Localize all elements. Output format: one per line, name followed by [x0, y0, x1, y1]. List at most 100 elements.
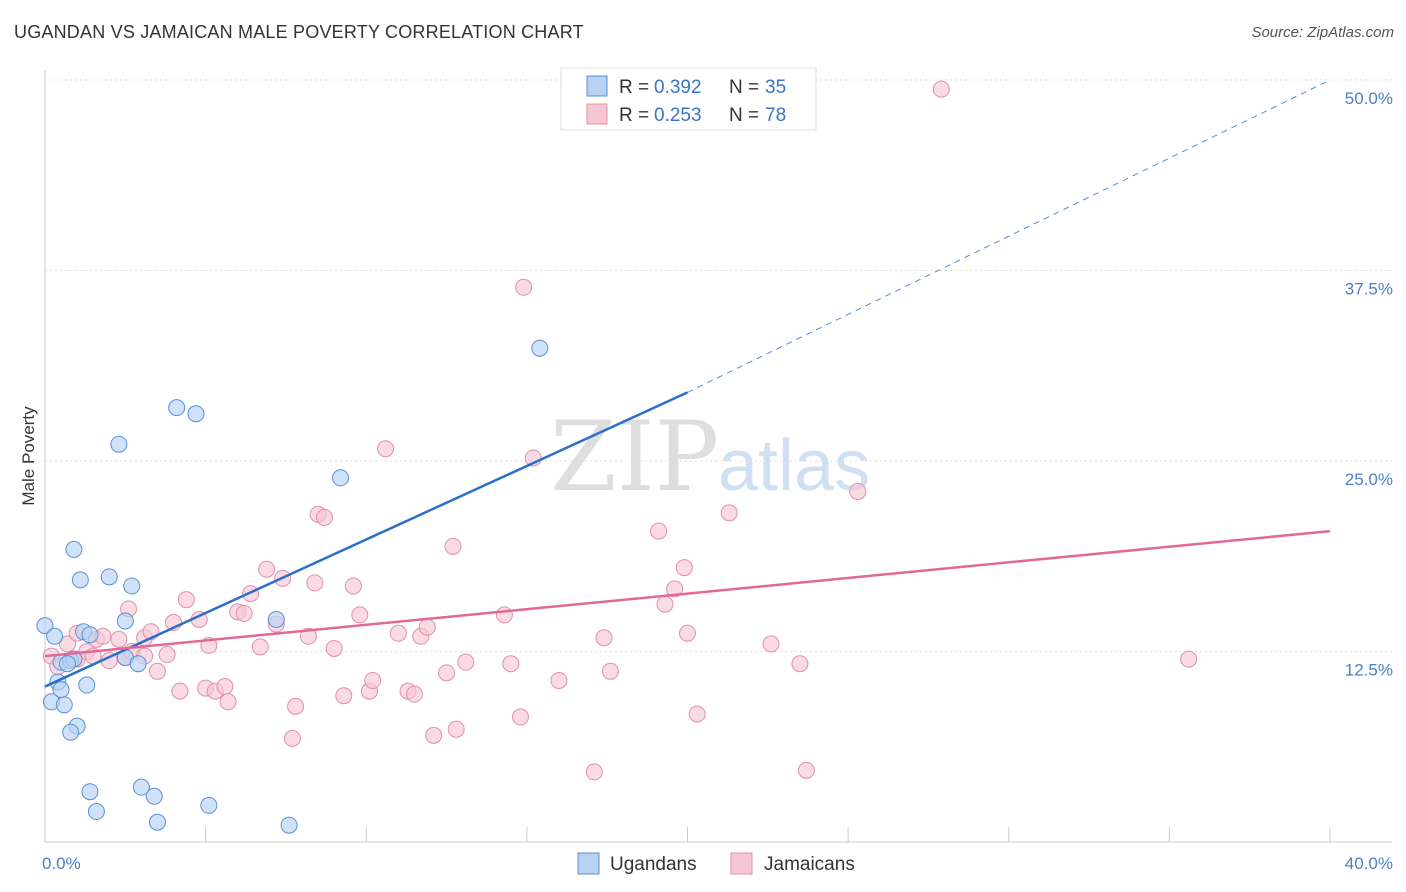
ugandans-point: [148, 813, 166, 831]
ugandans-point: [100, 568, 118, 586]
jamaicans-point: [364, 671, 382, 689]
jamaicans-point: [1180, 650, 1198, 668]
x-tick-label-max: 40.0%: [1345, 854, 1393, 873]
jamaicans-point: [325, 639, 343, 657]
chart-source: Source: ZipAtlas.com: [1251, 24, 1394, 41]
legend-label-jamaicans: Jamaicans: [764, 854, 855, 875]
stats-legend-n-value-2: 78: [765, 105, 786, 126]
watermark: ZIP atlas: [550, 401, 870, 513]
legend-label-ugandans: Ugandans: [610, 854, 697, 875]
jamaicans-point: [283, 729, 301, 747]
jamaicans-point: [502, 655, 520, 673]
ugandans-point: [46, 627, 64, 645]
jamaicans-point: [351, 606, 369, 624]
ugandans-point: [168, 399, 186, 417]
ugandans-point: [200, 796, 218, 814]
jamaicans-point: [585, 763, 603, 781]
y-tick-label: 25.0%: [1345, 470, 1393, 489]
jamaicans-point: [650, 522, 668, 540]
y-tick-label: 12.5%: [1345, 661, 1393, 680]
y-tick-label: 37.5%: [1345, 280, 1393, 299]
ugandans-points: [36, 339, 549, 834]
jamaicans-point: [405, 685, 423, 703]
jamaicans-point: [932, 80, 950, 98]
watermark-atlas: atlas: [718, 426, 870, 506]
ugandans-trend-extension: [687, 79, 1331, 393]
stats-legend-n-label-2: N =: [729, 105, 759, 126]
ugandans-point: [187, 405, 205, 423]
jamaicans-point: [110, 630, 128, 648]
ugandans-point: [58, 655, 76, 673]
jamaicans-point: [177, 591, 195, 609]
stats-legend: R = 0.392 N = 35 R = 0.253 N = 78: [560, 67, 817, 131]
ugandans-point: [129, 655, 147, 673]
jamaicans-point: [258, 560, 276, 578]
jamaicans-point: [158, 646, 176, 664]
ugandans-point: [145, 787, 163, 805]
ugandans-point: [71, 571, 89, 589]
ugandans-point: [132, 778, 150, 796]
ugandans-point: [116, 612, 134, 630]
jamaicans-point: [511, 708, 529, 726]
stats-legend-r-value-1: 0.392: [654, 77, 702, 98]
jamaicans-point: [438, 664, 456, 682]
x-axis-ticks: [205, 827, 1331, 842]
stats-legend-r-label-1: R =: [619, 77, 649, 98]
jamaicans-point: [601, 662, 619, 680]
jamaicans-point: [688, 705, 706, 723]
jamaicans-point: [675, 559, 693, 577]
y-tick-label: 50.0%: [1345, 89, 1393, 108]
jamaicans-point: [515, 278, 533, 296]
jamaicans-point: [550, 671, 568, 689]
stats-legend-n-value-1: 35: [765, 77, 786, 98]
jamaicans-point: [666, 580, 684, 598]
jamaicans-point: [447, 720, 465, 738]
stats-legend-r-label-2: R =: [619, 105, 649, 126]
ugandans-point: [87, 803, 105, 821]
legend-swatch-jamaicans: [730, 852, 753, 875]
jamaicans-point: [315, 508, 333, 526]
jamaicans-point: [495, 606, 513, 624]
ugandans-point: [267, 610, 285, 628]
jamaicans-point: [389, 624, 407, 642]
stats-legend-r-value-2: 0.253: [654, 105, 702, 126]
jamaicans-point: [58, 635, 76, 653]
ugandans-point: [62, 723, 80, 741]
jamaicans-point: [791, 655, 809, 673]
jamaicans-point: [444, 537, 462, 555]
x-tick-label-min: 0.0%: [42, 854, 81, 873]
y-axis-label: Male Poverty: [19, 406, 38, 506]
stats-legend-n-label-1: N =: [729, 77, 759, 98]
jamaicans-point: [679, 624, 696, 642]
jamaicans-point: [377, 440, 395, 458]
series-legend: Ugandans Jamaicans: [577, 852, 855, 875]
jamaicans-point: [148, 662, 166, 680]
ugandans-point: [280, 816, 298, 834]
jamaicans-point: [418, 618, 436, 636]
grid-lines: [45, 79, 1392, 652]
jamaicans-point: [219, 693, 237, 711]
legend-swatch-ugandans: [577, 852, 600, 875]
watermark-zip: ZIP: [550, 401, 719, 513]
jamaicans-trend-line: [44, 529, 1331, 658]
ugandans-point: [55, 696, 73, 714]
stats-legend-swatch-jamaicans: [586, 103, 608, 125]
ugandans-point: [123, 577, 141, 595]
jamaicans-point: [216, 678, 234, 696]
jamaicans-point: [849, 482, 867, 500]
jamaicans-point: [656, 595, 674, 613]
ugandans-point: [531, 339, 549, 357]
ugandans-point: [332, 469, 350, 487]
jamaicans-point: [457, 653, 475, 671]
ugandans-point: [65, 540, 83, 558]
jamaicans-points: [42, 80, 1198, 781]
jamaicans-point: [287, 697, 305, 715]
trend-lines: [44, 79, 1331, 688]
ugandans-point: [81, 626, 99, 644]
axes: [44, 70, 1392, 843]
jamaicans-point: [762, 635, 780, 653]
ugandans-point: [110, 435, 128, 453]
jamaicans-point: [306, 574, 324, 592]
jamaicans-point: [344, 577, 362, 595]
